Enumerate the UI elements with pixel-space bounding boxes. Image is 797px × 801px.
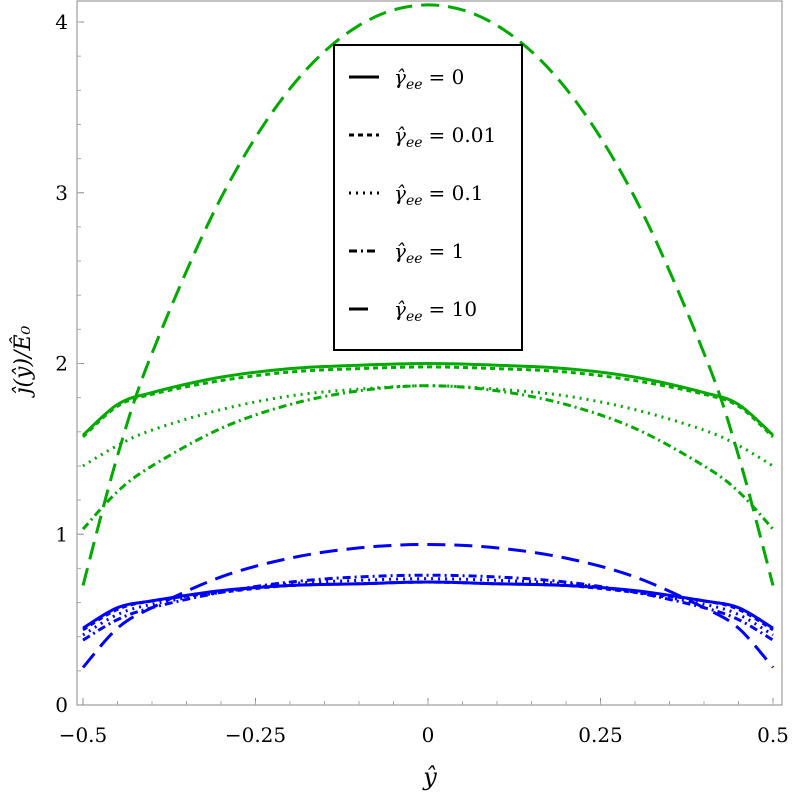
legend-box bbox=[333, 44, 523, 351]
y-axis-label: ĵ(ŷ)/Ê₀ bbox=[9, 325, 36, 398]
green-dotted-series-line bbox=[82, 384, 774, 468]
plot-frame bbox=[76, 0, 783, 706]
green-solid-series-line bbox=[81, 361, 775, 437]
x-tick-label: 0 bbox=[422, 723, 435, 747]
x-tick-label: −0.25 bbox=[225, 723, 286, 747]
legend-label: γ̂ee = 0.01 bbox=[394, 123, 496, 151]
y-tick-label: 4 bbox=[55, 10, 68, 34]
green-longdash-series-line bbox=[81, 3, 775, 586]
blue-solid-series-line bbox=[82, 580, 774, 630]
legend-label: γ̂ee = 0.1 bbox=[394, 181, 483, 209]
y-tick-label: 1 bbox=[55, 522, 68, 546]
blue-longdash-series-line bbox=[81, 542, 775, 669]
y-tick-label: 3 bbox=[55, 181, 68, 205]
blue-dashdot-series-line bbox=[82, 573, 774, 642]
x-tick-label: 0.5 bbox=[757, 723, 789, 747]
x-tick-label: 0.25 bbox=[578, 723, 623, 747]
green-dashdot-series-line bbox=[81, 384, 775, 531]
green-dashed-series-line bbox=[81, 365, 775, 439]
y-tick-label: 2 bbox=[55, 352, 68, 376]
blue-dotted-series-line bbox=[82, 577, 774, 637]
legend-label: γ̂ee = 1 bbox=[394, 239, 464, 267]
x-tick-label: −0.5 bbox=[59, 723, 108, 747]
x-axis-label: ŷ bbox=[422, 763, 437, 791]
legend: γ̂ee = 0 γ̂ee = 0.01 γ̂ee = 0.1 γ̂ee = 1 γ̂ee = 1… bbox=[333, 44, 523, 351]
y-tick-label: 0 bbox=[55, 693, 68, 717]
legend-label: γ̂ee = 10 bbox=[394, 297, 477, 325]
legend-label: γ̂ee = 0 bbox=[394, 65, 464, 93]
blue-dashed-series-line bbox=[82, 580, 774, 632]
